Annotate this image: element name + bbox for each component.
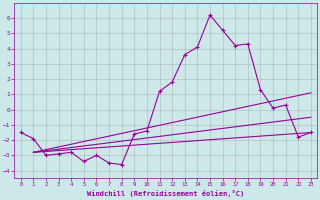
X-axis label: Windchill (Refroidissement éolien,°C): Windchill (Refroidissement éolien,°C): [87, 190, 244, 197]
